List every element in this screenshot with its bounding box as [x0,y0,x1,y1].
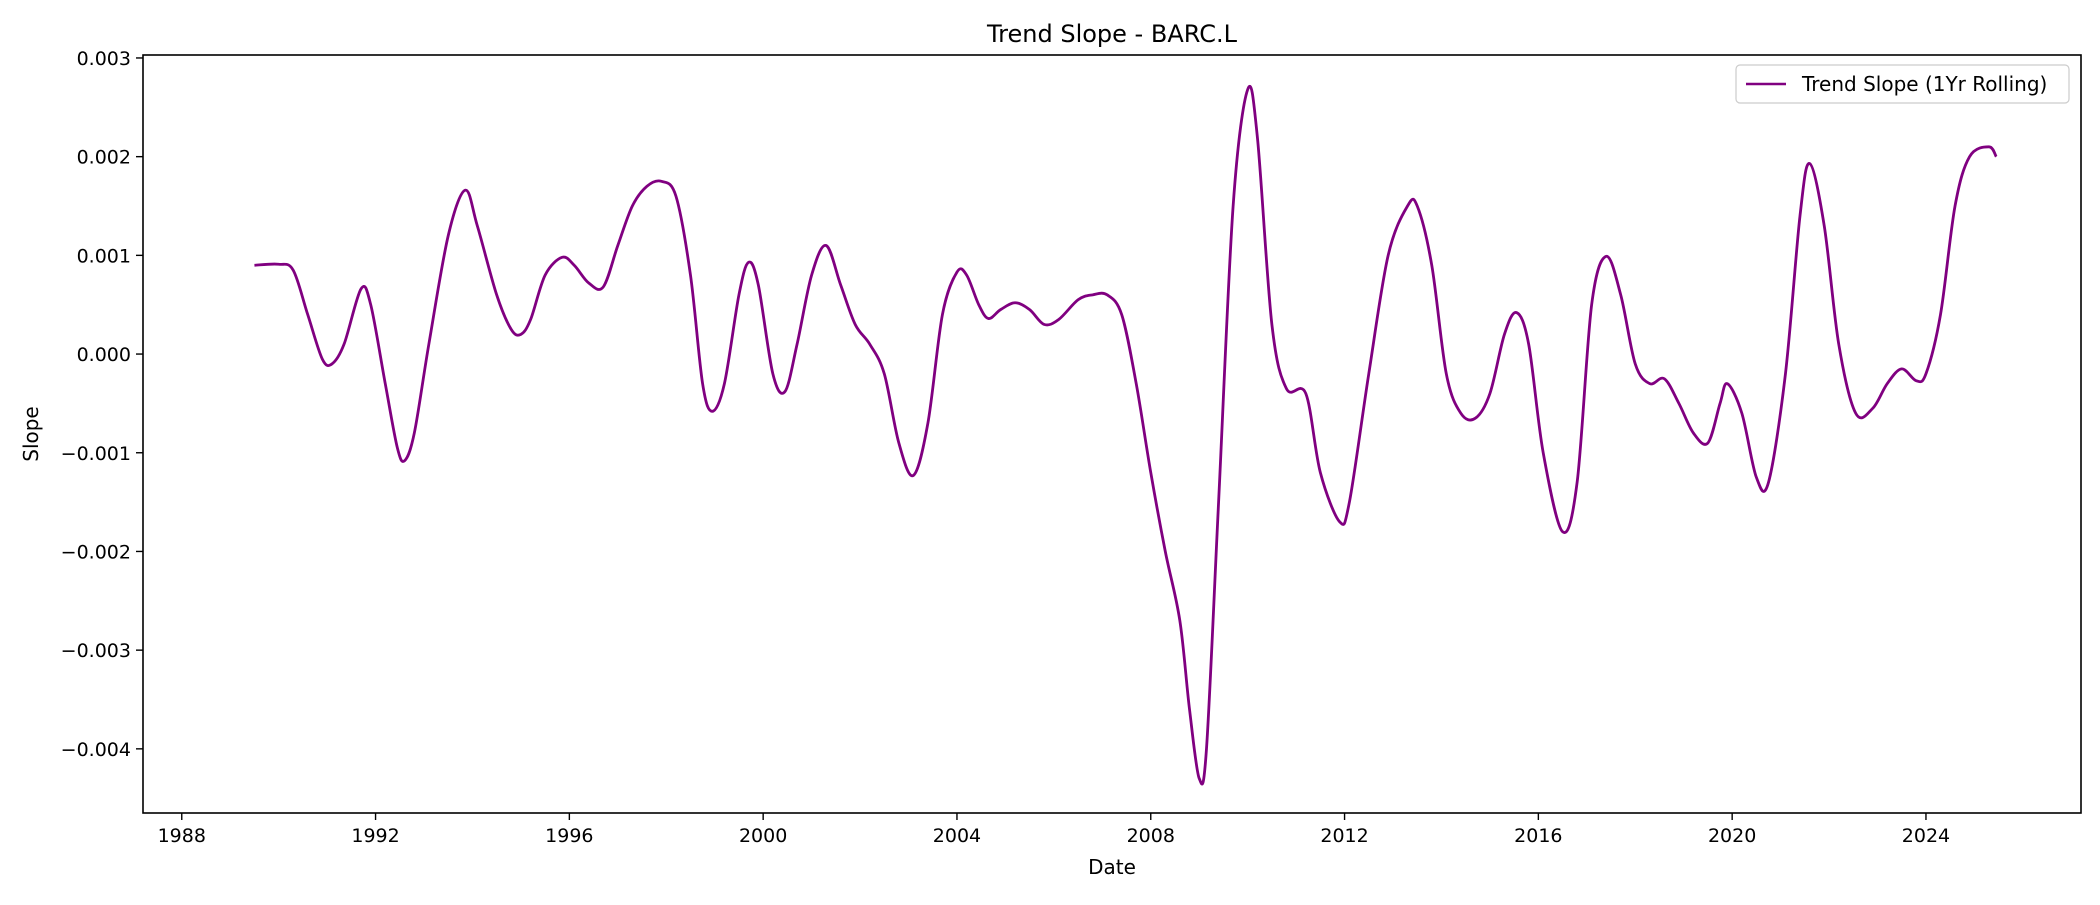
y-tick-label: −0.003 [61,640,131,662]
x-tick-label: 2004 [933,825,981,847]
series-group [254,84,1998,786]
x-tick-label: 1996 [545,825,593,847]
x-tick-label: 2016 [1514,825,1562,847]
y-tick-label: 0.000 [77,344,131,366]
x-tick-label: 2012 [1320,825,1368,847]
legend: Trend Slope (1Yr Rolling) [1735,64,2070,104]
y-tick-label: −0.004 [61,739,131,761]
y-tick-label: 0.003 [77,48,131,70]
y-tick-label: −0.002 [61,541,131,563]
x-tick-label: 2024 [1902,825,1950,847]
y-tick-label: 0.001 [77,245,131,267]
y-tick-label: −0.001 [61,443,131,465]
x-tick-label: 2020 [1708,825,1756,847]
x-tick-label: 1988 [158,825,206,847]
x-tick-label: 2008 [1127,825,1175,847]
y-axis-label: Slope [19,406,43,462]
x-tick-label: 2000 [739,825,787,847]
y-axis: 0.003 0.002 0.001 0.000 −0.001 −0.002 −0.003 −0… [61,48,143,761]
legend-box [1735,64,2070,104]
legend-label: Trend Slope (1Yr Rolling) [1801,72,2047,96]
y-tick-label: 0.002 [77,147,131,169]
x-tick-label: 1992 [351,825,399,847]
series-line [254,84,1998,786]
x-axis: 1988 1992 1996 2000 2004 2008 2012 2016 2020 2024 [158,813,1950,847]
plot-frame [142,54,2082,814]
x-axis-label: Date [1088,855,1136,879]
plot-area: 1988 1992 1996 2000 2004 2008 2012 2016 2020 2024… [61,48,2082,847]
chart-title: Trend Slope - BARC.L [986,20,1238,48]
